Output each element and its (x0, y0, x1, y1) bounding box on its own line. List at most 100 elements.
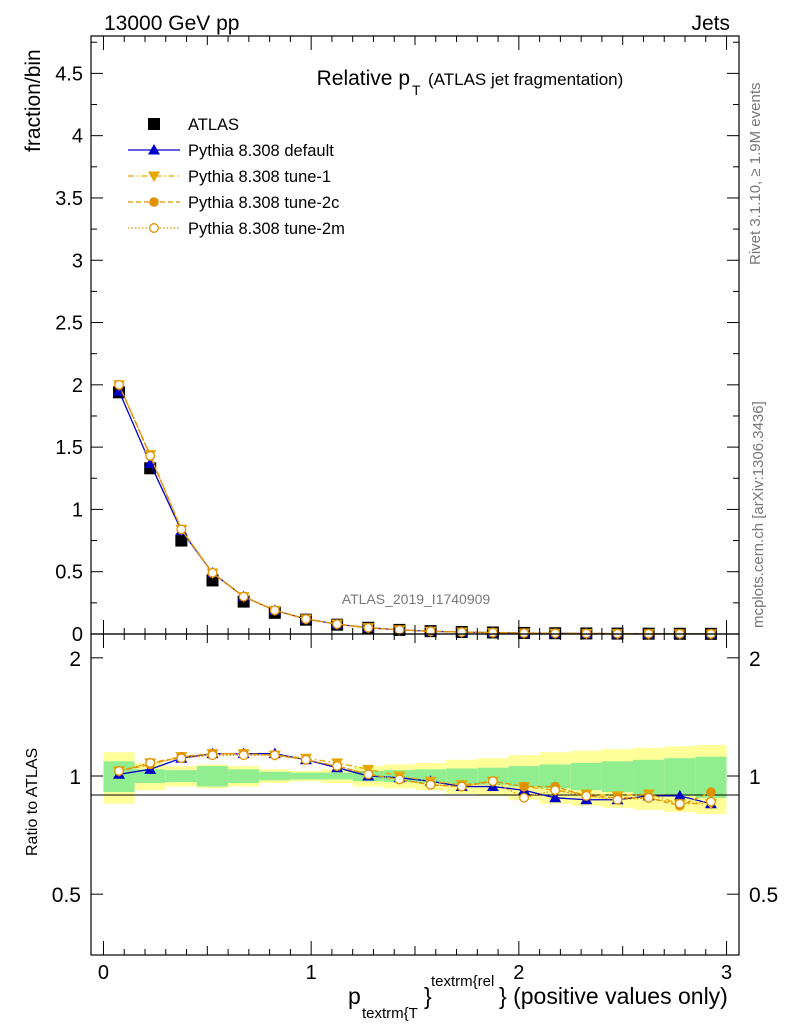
main-y-tick-label: 0.5 (55, 562, 83, 584)
ratio-y-tick-label: 2 (69, 648, 81, 671)
ratio-data-point (332, 761, 343, 772)
ratio-stat-band (570, 762, 602, 791)
ratio-y-tick-label: 0.5 (52, 884, 81, 907)
ratio-y-ticks: 0.5 0.5 1 1 2 2 (52, 648, 778, 907)
main-data-point (144, 457, 157, 468)
ratio-data-point (207, 750, 218, 761)
main-data-point (114, 379, 124, 390)
ratio-y-tick-label-right: 1 (749, 766, 761, 789)
ratio-marks (113, 747, 717, 811)
legend-label: ATLAS (188, 116, 239, 134)
ratio-y-tick-label-right: 0.5 (749, 884, 778, 907)
legend-marker (149, 223, 159, 233)
ratio-y-tick-label-right: 2 (749, 648, 761, 671)
x-tick-label: 1 (306, 962, 317, 984)
ratio-data-point (643, 792, 654, 803)
ratio-y-axis-label: Ratio to ATLAS (24, 748, 41, 856)
main-y-tick-label: 0 (72, 624, 83, 646)
mcplots-label: mcplots.cern.ch [arXiv:1306.3436] (750, 401, 767, 628)
ratio-series-line (118, 753, 712, 807)
main-data-point (394, 624, 405, 635)
legend-marker (148, 171, 160, 182)
ratio-data-point (301, 754, 311, 765)
x-tick-label: 3 (721, 962, 732, 984)
chart-title-sub: T (412, 82, 421, 98)
legend-entry: Pythia 8.308 tune-2m (128, 220, 345, 238)
legend-label: Pythia 8.308 tune-2m (188, 220, 345, 238)
main-y-tick-label: 3 (72, 250, 83, 272)
ratio-data-point (581, 790, 592, 801)
main-y-tick-label: 4 (72, 126, 83, 148)
legend-label: Pythia 8.308 default (188, 142, 334, 160)
main-data-point (519, 628, 529, 639)
ratio-data-point (706, 796, 716, 807)
x-axis-label-suffix: } (positive values only) (499, 983, 728, 1009)
legend-marker (148, 144, 160, 155)
analysis-label: ATLAS_2019_I1740909 (342, 591, 491, 607)
ratio-data-point (425, 779, 436, 790)
x-tick-label: 0 (98, 962, 109, 984)
main-data-point (456, 627, 467, 638)
main-data-point (175, 534, 188, 547)
ratio-data-point (674, 798, 685, 809)
ratio-stat-band (477, 767, 509, 785)
legend-marker (149, 197, 159, 207)
main-y-tick-label: 2.5 (55, 313, 83, 335)
x-axis-label-sup: textrm{rel (431, 973, 494, 990)
ratio-stat-band (633, 759, 665, 794)
x-tick-label: 2 (513, 962, 524, 984)
main-y-tick-label: 4.5 (55, 63, 83, 85)
main-data-point (207, 568, 218, 578)
ratio-data-point (269, 750, 280, 761)
ratio-data-point (145, 757, 156, 768)
ratio-stat-band (446, 768, 478, 784)
main-data-point (176, 524, 187, 535)
ratio-stat-band (228, 769, 260, 783)
main-data-point (363, 622, 374, 633)
ratio-data-point (456, 781, 467, 792)
ratio-stat-band (196, 766, 229, 787)
legend-entry: Pythia 8.308 tune-2c (128, 194, 339, 212)
ratio-stat-band (165, 770, 197, 783)
main-y-tick-label: 3.5 (55, 188, 83, 210)
legend-marker (148, 118, 160, 130)
main-y-tick-label: 1 (72, 499, 83, 521)
main-y-tick-label: 1.5 (55, 437, 83, 459)
x-axis-label-brace: } (424, 983, 432, 1009)
main-y-ticks: 0 0.5 1 1.5 2 2.5 3 3.5 4 4.5 (55, 41, 739, 646)
legend-entry: ATLAS (148, 116, 239, 134)
x-axis-label-main: p (348, 983, 361, 1009)
main-data-point (301, 614, 311, 625)
x-axis-label: p textrm{T } textrm{rel } (positive valu… (348, 973, 728, 1022)
main-data-point (550, 628, 561, 639)
ratio-stat-band (601, 761, 634, 793)
legend-label: Pythia 8.308 tune-1 (188, 168, 331, 186)
ratio-data-point (706, 787, 716, 797)
main-data-point (332, 619, 343, 630)
ratio-data-point (487, 776, 498, 787)
ratio-stat-band (539, 764, 571, 789)
legend-label: Pythia 8.308 tune-2c (188, 194, 339, 212)
ratio-data-point (363, 769, 374, 780)
main-panel: 0 0.5 1 1.5 2 2.5 3 3.5 4 4.5 Relative p T (ATLAS… (22, 35, 740, 646)
ratio-data-point (549, 791, 562, 803)
main-y-axis-label: fraction/bin (22, 49, 45, 152)
ratio-data-point (114, 766, 124, 776)
ratio-x-ticks: 0 1 2 3 (98, 36, 732, 984)
ratio-stat-band (134, 769, 166, 783)
header-left: 13000 GeV pp (104, 12, 239, 35)
ratio-stat-band (321, 772, 353, 780)
ratio-data-point (550, 785, 561, 796)
ratio-stat-band (259, 771, 291, 781)
chart-title-main: Relative p (317, 67, 410, 90)
ratio-data-point (519, 792, 529, 803)
ratio-data-point (394, 774, 405, 785)
ratio-stat-band (508, 766, 540, 787)
legend-entry: Pythia 8.308 tune-1 (128, 168, 331, 186)
ratio-series-3 (114, 750, 716, 809)
rivet-label: Rivet 3.1.10, ≥ 1.9M events (747, 83, 764, 266)
ratio-data-point (176, 753, 187, 764)
ratio-data-point (519, 781, 529, 792)
ratio-stat-band (290, 772, 322, 780)
